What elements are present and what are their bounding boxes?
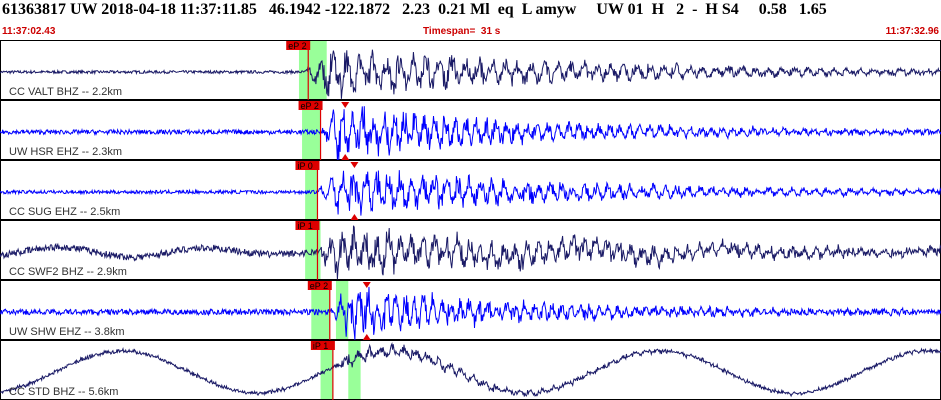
station-label: CC VALT BHZ -- 2.2km: [9, 86, 122, 98]
time-end-label: 11:37:32.96: [885, 26, 939, 37]
station-label: UW SHW EHZ -- 3.8km: [9, 326, 125, 338]
station-label: CC SWF2 BHZ -- 2.9km: [9, 266, 127, 278]
trace-panel: iP 1 CC STD BHZ -- 5.6km: [0, 340, 941, 400]
station-label: CC SUG EHZ -- 2.5km: [9, 206, 120, 218]
seismogram-panel[interactable]: eP 2 CC VALT BHZ -- 2.2km eP 2 UW HSR EHZ -…: [0, 40, 941, 400]
timespan-label: Timespan= 31 s: [423, 26, 501, 37]
pick-label: iP 0: [297, 161, 312, 171]
trace-panel: iP 1 CC SWF2 BHZ -- 2.9km: [0, 220, 941, 280]
panel-frame: [0, 160, 941, 220]
pick-tag: [295, 221, 320, 230]
waveform-line: [0, 286, 941, 340]
trace-panel: eP 2 UW SHW EHZ -- 3.8km: [0, 280, 941, 340]
waveform-line: [0, 106, 941, 161]
phase-marker: [362, 282, 371, 288]
pick-window: [311, 281, 330, 339]
trace-panel: iP 0 CC SUG EHZ -- 2.5km: [0, 160, 941, 220]
pick-window: [298, 41, 327, 99]
pick-label: eP 2: [310, 281, 328, 291]
trace-panel: eP 2 UW HSR EHZ -- 2.3km: [0, 100, 941, 161]
pick-window: [305, 161, 318, 219]
phase-marker: [341, 154, 350, 160]
pick-tag: [310, 341, 335, 350]
panel-frame: [0, 40, 941, 100]
time-start-label: 11:37:02.43: [2, 26, 56, 37]
pick-tag: [286, 41, 311, 50]
station-label: UW HSR EHZ -- 2.3km: [9, 146, 122, 158]
pick-label: eP 2: [288, 41, 306, 51]
header: 61363817 UW 2018-04-18 11:37:11.85 46.19…: [0, 0, 941, 40]
pick-tag: [298, 101, 323, 110]
event-summary: 61363817 UW 2018-04-18 11:37:11.85 46.19…: [2, 1, 827, 18]
trace-panel: eP 2 CC VALT BHZ -- 2.2km: [0, 40, 941, 100]
phase-marker: [341, 102, 350, 108]
waveform-line: [0, 225, 941, 280]
phase-marker: [350, 162, 359, 168]
phase-marker: [362, 334, 371, 340]
phase-marker: [350, 214, 359, 220]
pick-label: eP 2: [301, 101, 319, 111]
waveform-line: [0, 170, 941, 216]
pick-tag: [307, 281, 332, 290]
pick-window: [348, 341, 361, 399]
panel-frame: [0, 100, 941, 160]
pick-window: [305, 221, 321, 279]
waveform-line: [0, 341, 941, 398]
pick-label: iP 1: [297, 221, 312, 231]
pick-tag: [295, 161, 320, 170]
station-label: CC STD BHZ -- 5.6km: [9, 386, 118, 398]
pick-window: [302, 101, 321, 159]
pick-label: iP 1: [313, 341, 328, 351]
panel-frame: [0, 340, 941, 400]
waveform-line: [0, 49, 941, 99]
